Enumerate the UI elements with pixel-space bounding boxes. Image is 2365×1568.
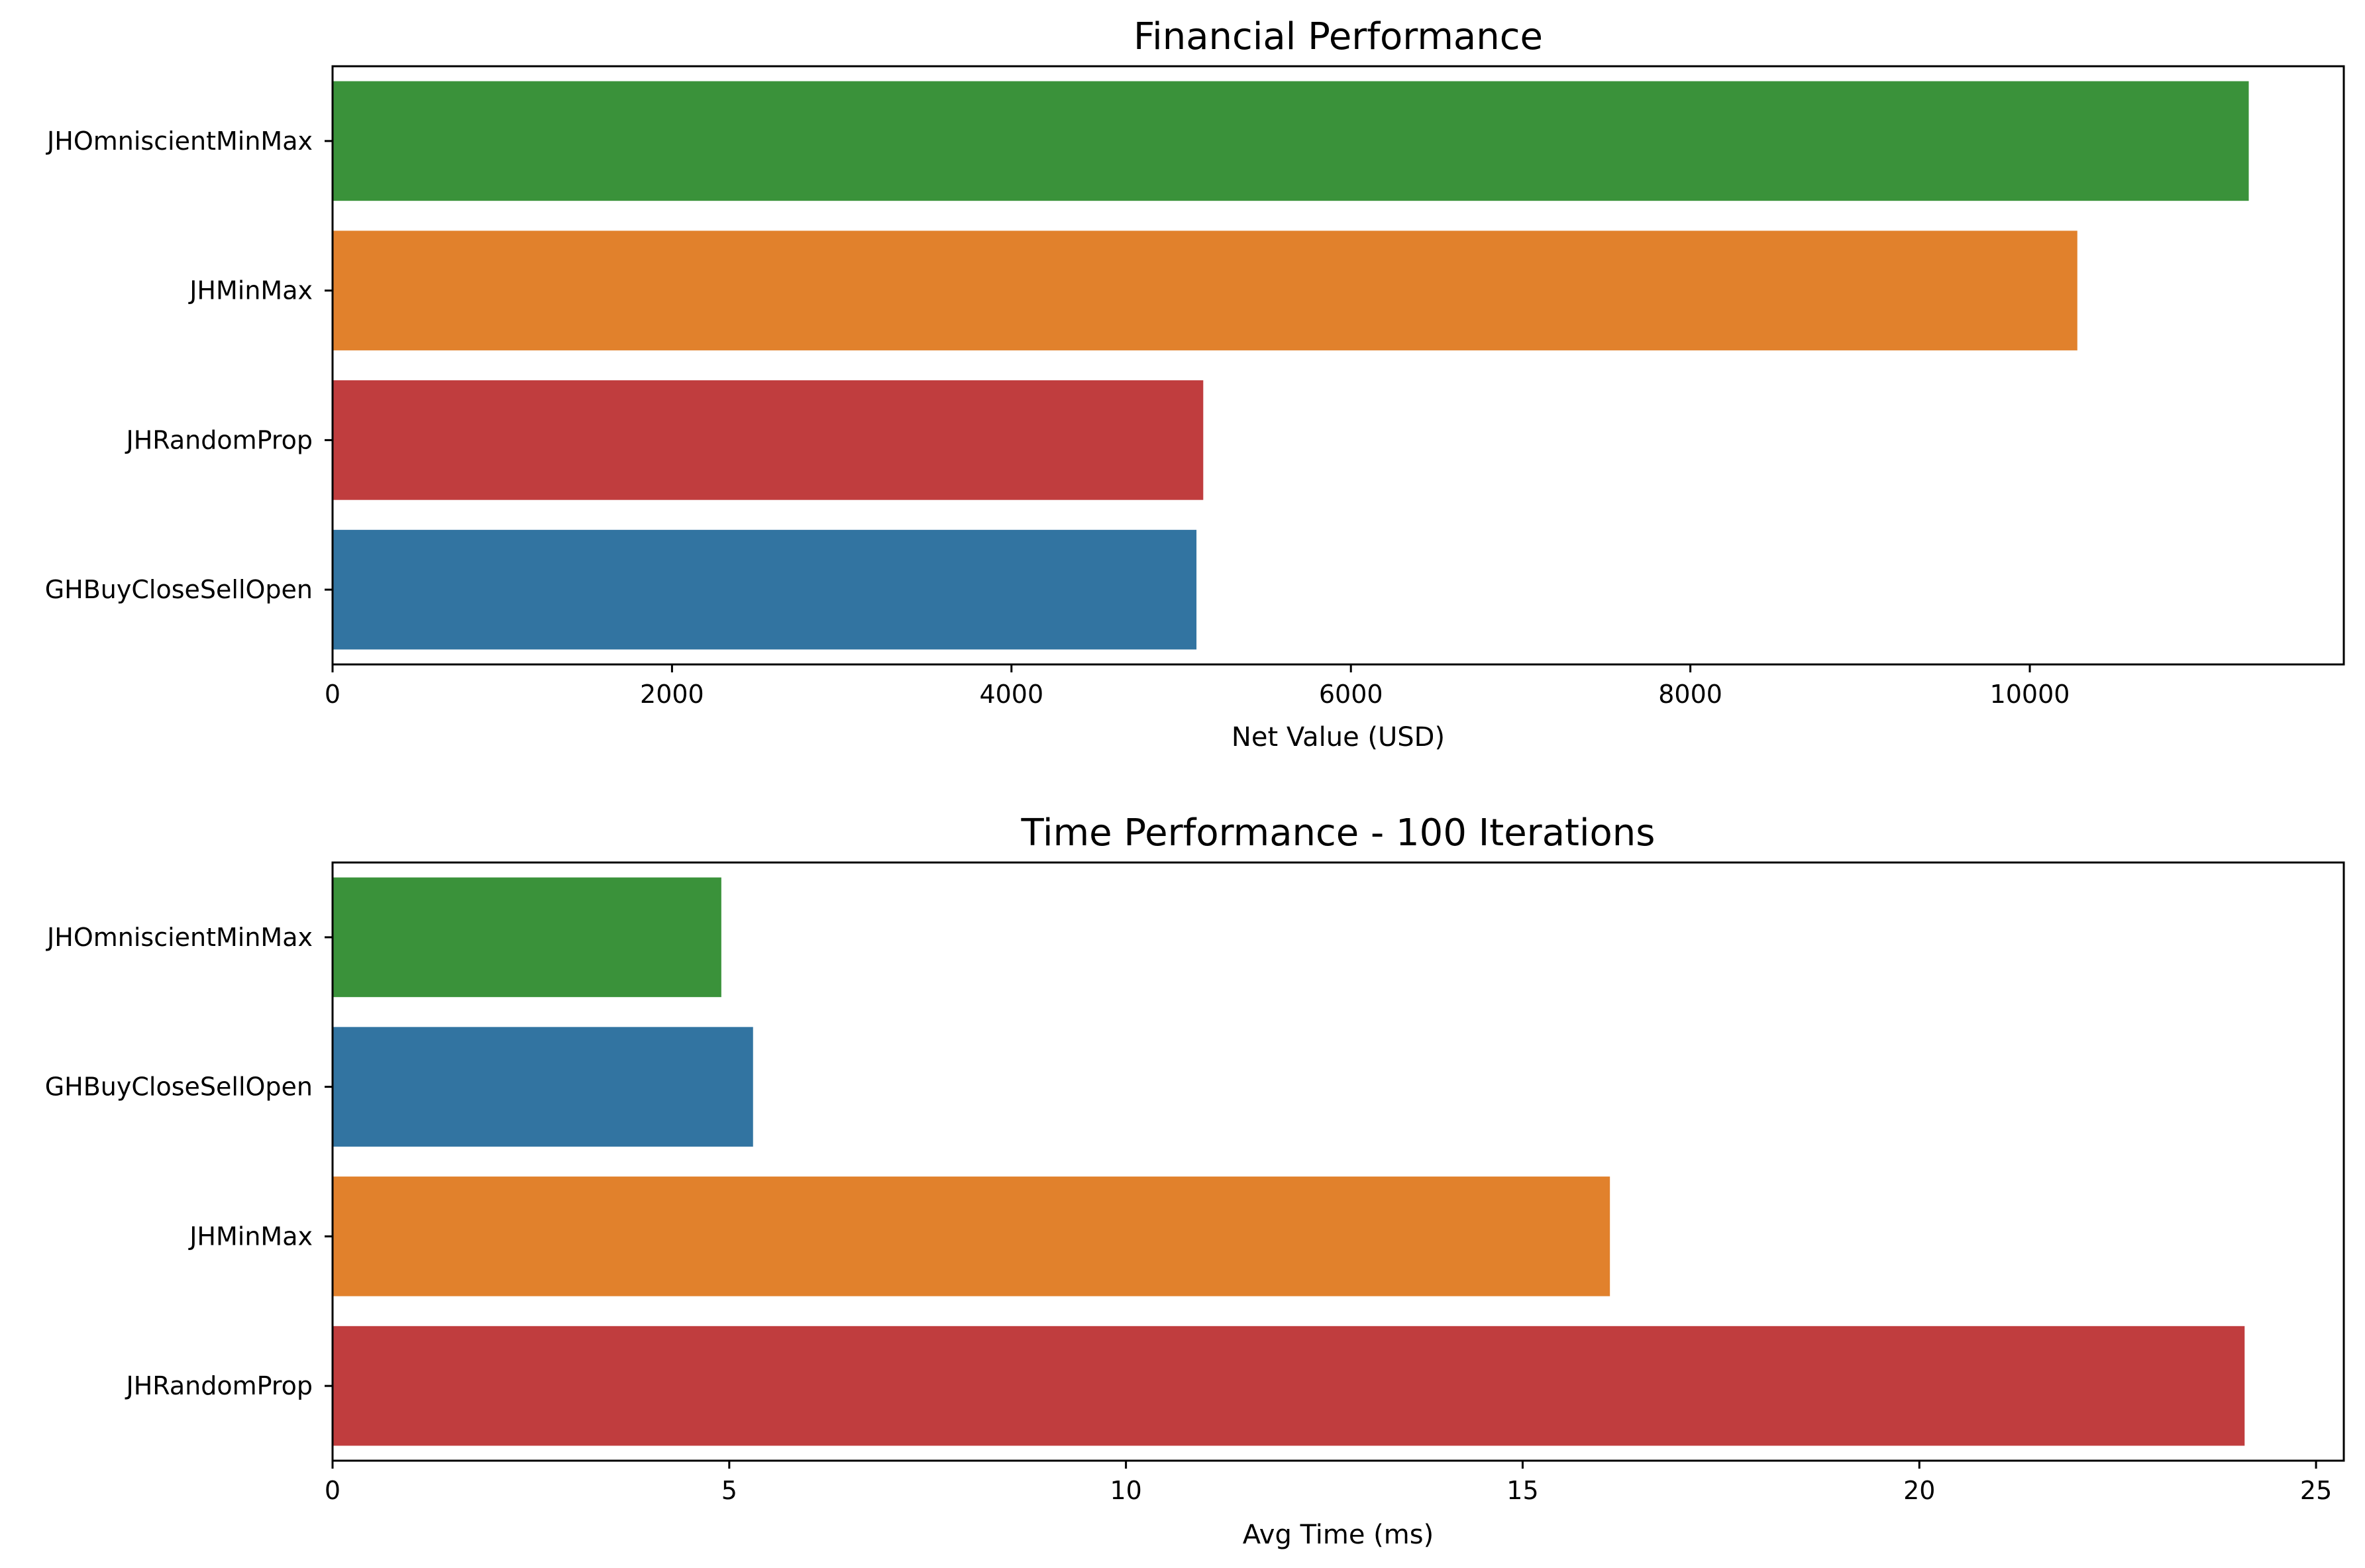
bar-jhminmax (333, 231, 2077, 350)
bar-jhminmax (333, 1176, 1610, 1296)
x-axis-label: Net Value (USD) (1232, 722, 1445, 753)
x-tick-label: 2000 (640, 680, 704, 709)
x-tick-label: 0 (325, 1476, 341, 1505)
bar-ghbuyclosesellopen (333, 1027, 753, 1147)
y-tick-group: JHOmniscientMinMax GHBuyCloseSellOpen JHMi… (45, 923, 333, 1400)
x-tick-label: 10 (1110, 1476, 1141, 1505)
chart-title: Time Performance - 100 Iterations (1021, 811, 1656, 855)
y-tick-label: GHBuyCloseSellOpen (45, 575, 313, 604)
bar-ghbuyclosesellopen (333, 529, 1197, 650)
chart-financial-performance: Financial Performance JHOmniscientMinMax… (45, 15, 2345, 753)
x-tick-label: 20 (1903, 1476, 1935, 1505)
x-tick-label: 5 (721, 1476, 737, 1505)
y-tick-label: JHOmniscientMinMax (46, 923, 313, 952)
x-tick-label: 15 (1506, 1476, 1538, 1505)
x-axis-label: Avg Time (ms) (1243, 1520, 1434, 1550)
chart-time-performance: Time Performance - 100 Iterations JHOmni… (45, 811, 2345, 1550)
bar-group (333, 877, 2245, 1446)
x-tick-label: 4000 (979, 680, 1043, 709)
x-tick-group: 0 2000 4000 6000 8000 10000 (325, 664, 2070, 709)
chart-title: Financial Performance (1133, 15, 1543, 58)
bar-group (333, 81, 2249, 650)
x-tick-label: 0 (325, 680, 341, 709)
bar-jhrandomprop (333, 380, 1204, 500)
x-tick-label: 6000 (1319, 680, 1383, 709)
x-tick-group: 0 5 10 15 20 25 (325, 1461, 2332, 1505)
plot-frame (331, 65, 2345, 666)
y-tick-label: JHMinMax (188, 276, 313, 305)
bar-jhomniscientminmax (333, 81, 2249, 201)
x-tick-label: 10000 (1990, 680, 2070, 709)
y-tick-group: JHOmniscientMinMax JHMinMax JHRandomProp GH… (45, 127, 333, 604)
y-tick-label: JHRandomProp (125, 425, 313, 454)
bar-jhomniscientminmax (333, 877, 721, 998)
x-tick-label: 8000 (1658, 680, 1722, 709)
x-tick-label: 25 (2300, 1476, 2332, 1505)
y-tick-label: GHBuyCloseSellOpen (45, 1072, 313, 1102)
bar-jhrandomprop (333, 1326, 2245, 1446)
y-tick-label: JHOmniscientMinMax (46, 127, 313, 156)
plot-frame (331, 861, 2345, 1462)
y-tick-label: JHRandomProp (125, 1371, 313, 1400)
y-tick-label: JHMinMax (188, 1222, 313, 1251)
